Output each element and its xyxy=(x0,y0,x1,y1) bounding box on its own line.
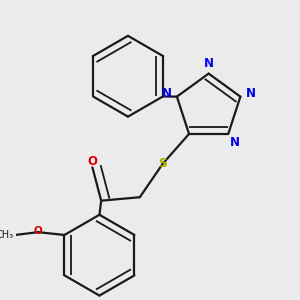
Text: O: O xyxy=(87,154,98,167)
Text: N: N xyxy=(245,87,255,100)
Text: N: N xyxy=(230,136,239,149)
Text: CH₃: CH₃ xyxy=(0,230,14,240)
Text: S: S xyxy=(158,157,167,170)
Text: N: N xyxy=(162,87,172,100)
Text: N: N xyxy=(204,57,214,70)
Text: O: O xyxy=(34,226,43,236)
